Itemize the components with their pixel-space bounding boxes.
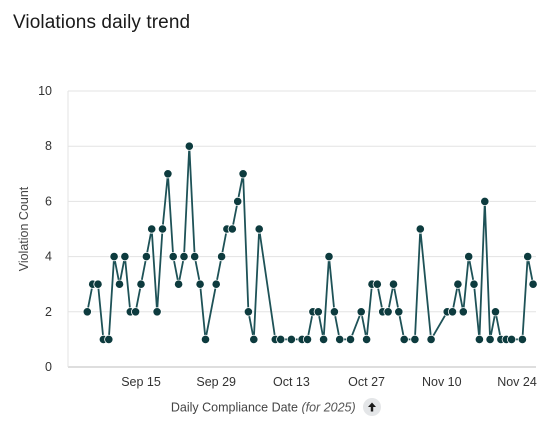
data-point [410, 334, 420, 344]
data-point [318, 334, 329, 344]
data-point [157, 224, 168, 234]
x-tick-label: Sep 15 [121, 375, 161, 389]
data-point [238, 169, 248, 179]
data-point [523, 252, 533, 262]
data-point [464, 252, 474, 262]
data-point [249, 334, 259, 344]
data-point [184, 141, 194, 151]
chart-title: Violations daily trend [13, 12, 191, 33]
y-tick-label: 10 [38, 84, 52, 98]
data-point [313, 307, 323, 317]
data-point [211, 279, 221, 289]
data-point [227, 224, 237, 234]
data-point [329, 307, 339, 317]
data-point [356, 307, 366, 317]
x-axis-label-suffix: (for 2025) [301, 400, 356, 415]
data-point [114, 279, 125, 289]
data-point [179, 252, 189, 262]
data-point [335, 334, 345, 344]
data-point [469, 279, 479, 289]
data-point [345, 334, 356, 344]
y-tick-label: 0 [45, 360, 52, 374]
data-point [93, 279, 103, 289]
data-point [254, 224, 264, 234]
x-tick-label: Nov 24 [497, 375, 537, 389]
data-point [324, 252, 334, 262]
data-point [447, 307, 458, 317]
data-point [485, 334, 495, 344]
arrow-up-icon [368, 402, 377, 412]
data-point [474, 334, 484, 344]
data-point [458, 307, 468, 317]
data-point [136, 279, 146, 289]
x-axis-title: Daily Compliance Date (for 2025) [0, 398, 552, 417]
data-point [243, 307, 253, 317]
data-point [174, 279, 184, 289]
data-point [506, 334, 517, 344]
data-point [104, 334, 114, 344]
data-point [453, 279, 463, 289]
x-tick-label: Oct 27 [348, 375, 385, 389]
data-point [131, 307, 141, 317]
data-point [200, 334, 211, 344]
data-point [302, 334, 313, 344]
data-point [399, 334, 409, 344]
y-tick-label: 4 [45, 250, 52, 264]
x-tick-label: Sep 29 [196, 375, 236, 389]
data-point [141, 252, 151, 262]
data-point [490, 307, 501, 317]
x-tick-label: Oct 13 [273, 375, 310, 389]
data-point [163, 169, 173, 179]
data-point [361, 334, 372, 344]
x-axis-label: Daily Compliance Date [170, 400, 298, 415]
data-point [276, 334, 286, 344]
data-point [426, 334, 436, 344]
data-point [415, 224, 425, 234]
data-point [528, 279, 538, 289]
data-point [190, 252, 200, 262]
data-point [152, 307, 162, 317]
data-point [120, 252, 130, 262]
data-point [147, 224, 157, 234]
data-point [517, 334, 528, 344]
x-tick-label: Nov 10 [422, 375, 462, 389]
data-point [286, 334, 296, 344]
data-point [109, 252, 119, 262]
data-point [233, 196, 243, 206]
data-point [383, 307, 393, 317]
data-point [168, 252, 178, 262]
data-point [217, 252, 227, 262]
data-point [480, 196, 490, 206]
data-point [82, 307, 92, 317]
data-point [372, 279, 382, 289]
y-axis-title: Violation Count [17, 186, 31, 271]
sort-ascending-button[interactable] [363, 398, 382, 416]
y-tick-label: 2 [45, 305, 52, 319]
y-tick-label: 6 [45, 194, 52, 208]
data-point [388, 279, 399, 289]
y-tick-label: 8 [45, 139, 52, 153]
data-point [394, 307, 404, 317]
data-point [195, 279, 205, 289]
